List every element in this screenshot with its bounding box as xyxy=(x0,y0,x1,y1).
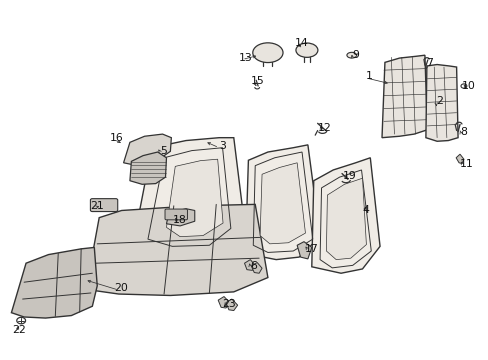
Text: 10: 10 xyxy=(461,81,475,91)
Polygon shape xyxy=(86,204,267,296)
Polygon shape xyxy=(166,209,194,226)
Text: 9: 9 xyxy=(351,50,358,60)
Text: 15: 15 xyxy=(251,76,264,86)
Polygon shape xyxy=(123,134,171,166)
Text: 17: 17 xyxy=(305,244,318,254)
Text: 12: 12 xyxy=(317,123,331,133)
Text: 19: 19 xyxy=(342,171,355,181)
Text: 21: 21 xyxy=(90,201,104,211)
Text: 8: 8 xyxy=(460,127,467,136)
Polygon shape xyxy=(166,159,223,237)
Text: 22: 22 xyxy=(12,325,26,335)
Polygon shape xyxy=(244,260,255,270)
Polygon shape xyxy=(132,138,245,251)
Text: 16: 16 xyxy=(110,133,123,143)
Text: 4: 4 xyxy=(361,206,368,216)
Text: 13: 13 xyxy=(238,53,252,63)
Text: 11: 11 xyxy=(459,159,472,169)
FancyBboxPatch shape xyxy=(164,209,187,220)
Polygon shape xyxy=(251,262,262,273)
Polygon shape xyxy=(225,299,237,311)
Ellipse shape xyxy=(346,52,356,58)
Polygon shape xyxy=(218,297,229,308)
Polygon shape xyxy=(297,242,311,259)
Text: 14: 14 xyxy=(295,38,308,48)
Text: 3: 3 xyxy=(219,141,225,151)
Polygon shape xyxy=(425,64,457,141)
Ellipse shape xyxy=(252,43,283,63)
Polygon shape xyxy=(326,178,366,260)
Text: 1: 1 xyxy=(365,71,371,81)
Text: 18: 18 xyxy=(173,215,186,225)
Text: 2: 2 xyxy=(435,96,442,106)
Polygon shape xyxy=(245,145,320,260)
Polygon shape xyxy=(11,247,97,318)
Ellipse shape xyxy=(295,43,317,57)
Text: 5: 5 xyxy=(160,146,167,156)
Text: 6: 6 xyxy=(249,261,256,271)
Polygon shape xyxy=(311,158,379,273)
Polygon shape xyxy=(455,154,463,163)
Polygon shape xyxy=(260,163,305,244)
FancyBboxPatch shape xyxy=(90,199,118,212)
Text: 20: 20 xyxy=(115,283,128,293)
Text: 7: 7 xyxy=(426,58,432,68)
Polygon shape xyxy=(381,55,427,138)
Text: 23: 23 xyxy=(222,299,235,309)
Polygon shape xyxy=(130,152,166,184)
